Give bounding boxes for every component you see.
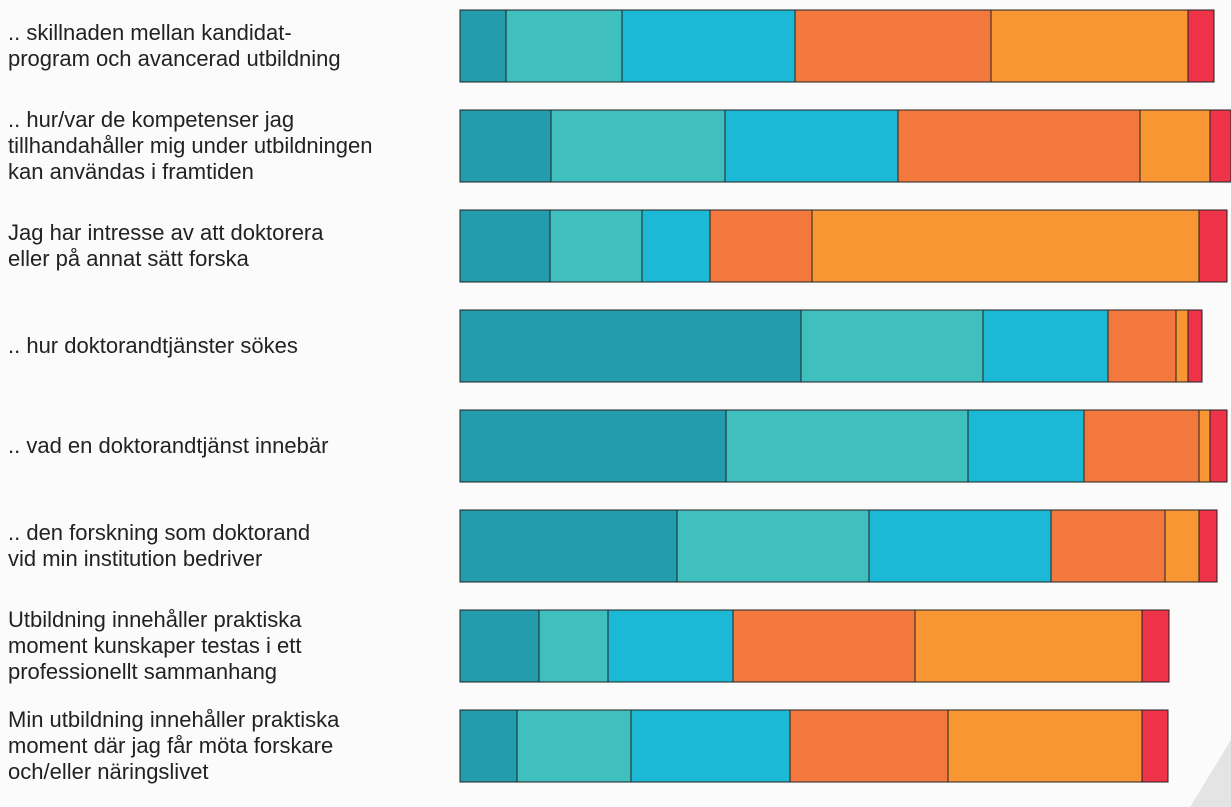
bar-segment [990, 9, 1189, 83]
bar-segment [1198, 509, 1218, 583]
bar-segment [1209, 109, 1231, 183]
bar-segment [630, 709, 791, 783]
bar-segment [789, 709, 949, 783]
category-label: .. hur/var de kompetenser jag tillhandah… [8, 107, 373, 184]
category-label: Min utbildning innehåller praktiska mome… [8, 707, 340, 784]
bar-segment [607, 609, 734, 683]
bar-segment [621, 9, 796, 83]
bar-segment [1198, 409, 1211, 483]
bar-segment [724, 109, 899, 183]
bar-segment [967, 409, 1085, 483]
bar-segment [725, 409, 969, 483]
bar-segment [1107, 309, 1177, 383]
bar-segment [549, 209, 643, 283]
bar-segment [1139, 109, 1211, 183]
bar-segment [516, 709, 632, 783]
bar-segment [947, 709, 1143, 783]
category-label: .. vad en doktorandtjänst innebär [8, 433, 329, 458]
bar-segment [459, 109, 552, 183]
bar-segment [459, 609, 540, 683]
bar-segment [641, 209, 711, 283]
bar-segment [709, 209, 813, 283]
bar-segment [459, 409, 727, 483]
bar-segment [1141, 709, 1169, 783]
bar-segment [914, 609, 1143, 683]
bar-segment [676, 509, 870, 583]
bar-segment [459, 209, 551, 283]
bar-segment [1050, 509, 1166, 583]
bar-segment [505, 9, 623, 83]
bar-segment [1083, 409, 1200, 483]
category-label: .. den forskning som doktorand vid min i… [8, 520, 311, 571]
corner-decoration [1190, 740, 1231, 807]
bar-segment [1187, 9, 1215, 83]
category-label: Utbildning innehåller praktiska moment k… [8, 607, 302, 684]
bar-segment [1209, 409, 1228, 483]
bar-segment [459, 9, 507, 83]
bar-segment [811, 209, 1200, 283]
bar-segment [732, 609, 916, 683]
bar-segment [868, 509, 1052, 583]
bar-segment [459, 509, 678, 583]
bar-segment [459, 309, 802, 383]
bar-segment [1198, 209, 1228, 283]
bar-segment [897, 109, 1141, 183]
category-label: .. hur doktorandtjänster sökes [8, 333, 298, 358]
bar-segment [794, 9, 992, 83]
bar-segment [1141, 609, 1170, 683]
category-label: Jag har intresse av att doktorera eller … [8, 220, 324, 271]
bar-segment [1187, 309, 1203, 383]
bar-segment [459, 709, 518, 783]
bar-segment [1164, 509, 1200, 583]
bar-segment [800, 309, 984, 383]
bar-segment [1175, 309, 1189, 383]
bar-segment [982, 309, 1109, 383]
category-label: .. skillnaden mellan kandidat- program o… [8, 20, 341, 71]
bar-segment [550, 109, 726, 183]
bar-segment [538, 609, 609, 683]
